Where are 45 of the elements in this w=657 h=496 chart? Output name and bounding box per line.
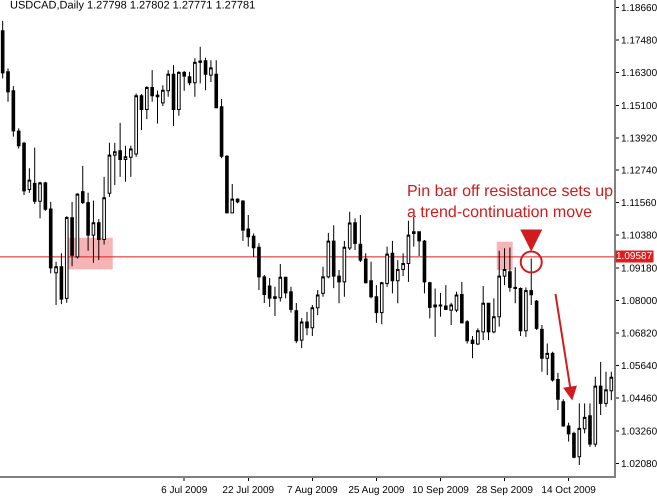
x-tick-label: 28 Sep 2009 xyxy=(476,485,534,496)
y-tick-label: 1.12740 xyxy=(621,166,657,177)
candlestick xyxy=(230,183,234,214)
candlestick xyxy=(396,260,400,304)
candlestick xyxy=(214,60,218,109)
candlestick xyxy=(412,216,416,248)
candlestick xyxy=(534,300,538,330)
candlestick xyxy=(96,218,101,261)
candlestick xyxy=(316,290,320,316)
y-tick-label: 1.02080 xyxy=(621,458,657,470)
y-tick-label: 1.15100 xyxy=(621,100,657,112)
y-tick-label: 1.05640 xyxy=(621,360,657,372)
candlestick xyxy=(380,281,384,325)
candlestick xyxy=(80,165,85,205)
x-tick-label: 14 Oct 2009 xyxy=(541,485,596,496)
candlestick xyxy=(513,266,518,304)
x-tick-label: 7 Aug 2009 xyxy=(287,485,338,496)
ref-line-label: 1.09587 xyxy=(616,251,653,262)
y-tick-label: 1.04460 xyxy=(621,393,657,404)
candlestick xyxy=(545,342,550,376)
candlestick xyxy=(561,398,566,428)
y-tick-label: 1.06820 xyxy=(621,328,657,340)
x-tick-label: 6 Jul 2009 xyxy=(161,485,208,496)
candlestick xyxy=(294,302,298,344)
y-tick-label: 1.17480 xyxy=(621,35,657,46)
candlestick xyxy=(198,46,202,84)
y-tick-label: 1.11560 xyxy=(621,198,657,210)
candlestick xyxy=(246,214,250,248)
x-tick-label: 25 Aug 2009 xyxy=(348,485,405,496)
candlestick xyxy=(102,176,106,245)
y-tick-label: 1.13920 xyxy=(621,133,657,144)
y-tick-label: 1.09180 xyxy=(621,264,657,275)
annotation: Pin bar off resistance sets up a trend-continuation move xyxy=(407,183,614,221)
candlestick xyxy=(364,252,368,284)
y-tick-label: 1.08000 xyxy=(621,296,657,308)
candlestick xyxy=(64,216,69,304)
y-tick-label: 1.16300 xyxy=(621,68,657,79)
candlestick xyxy=(540,324,544,372)
chart-title: USDCAD,Daily 1.27798 1.27802 1.27771 1.27781 xyxy=(10,0,256,12)
x-tick-label: 10 Sep 2009 xyxy=(412,485,470,496)
y-tick-label: 1.03260 xyxy=(621,426,657,438)
candlestick xyxy=(48,201,53,274)
y-tick-label: 1.18660 xyxy=(621,2,657,14)
y-tick-label: 1.10380 xyxy=(621,230,657,242)
x-tick-label: 22 Jul 2009 xyxy=(222,485,275,496)
